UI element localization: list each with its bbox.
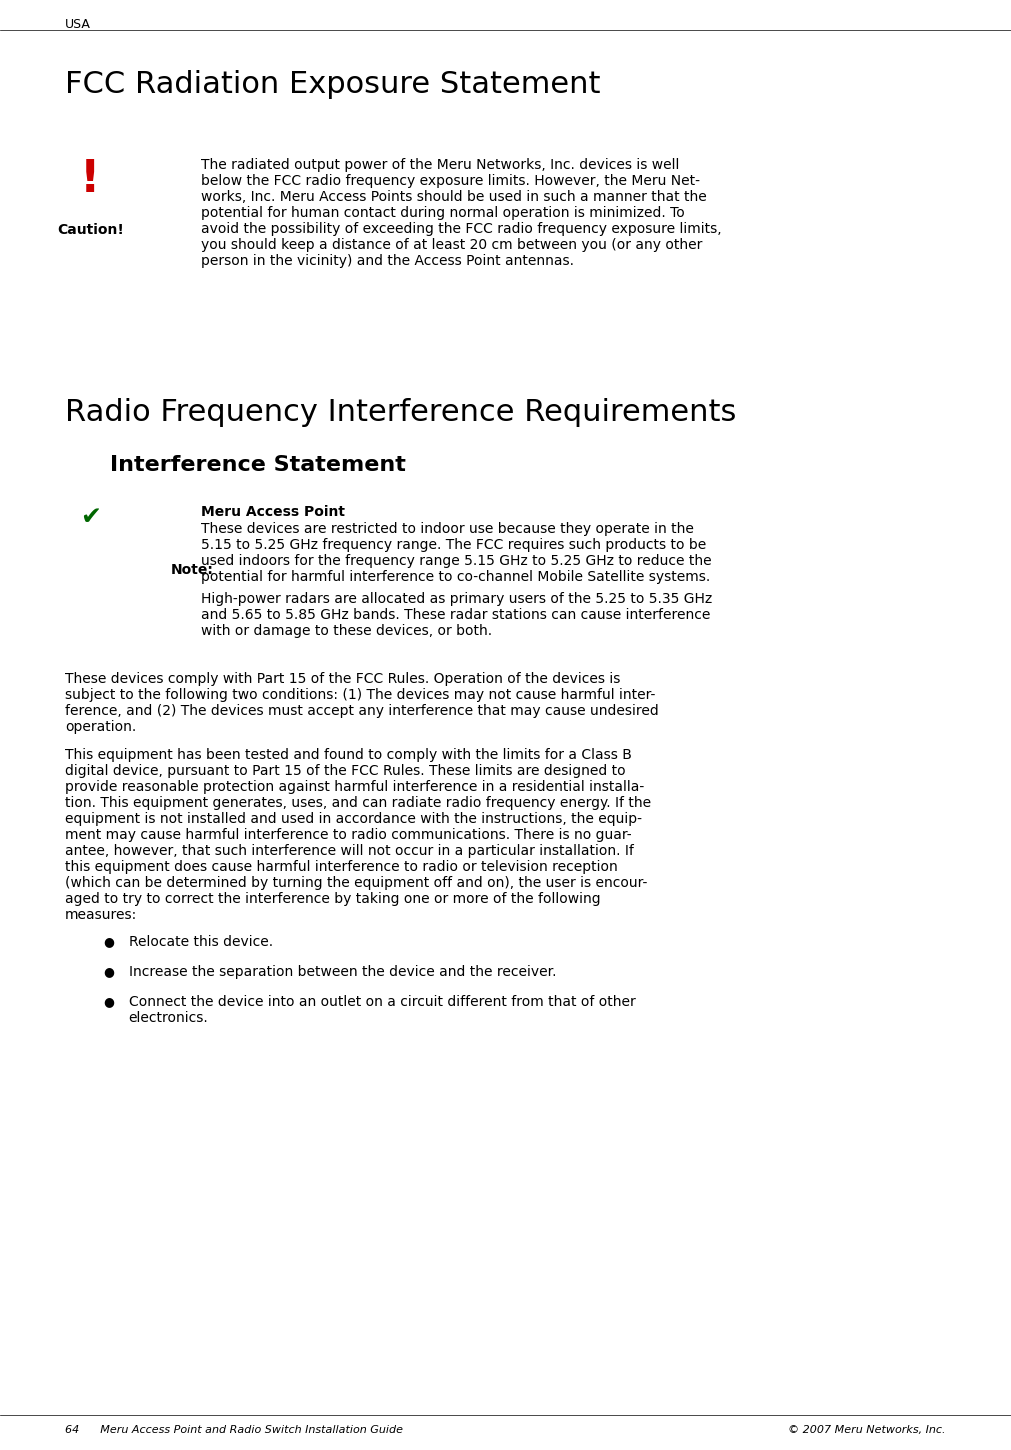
- Text: and 5.65 to 5.85 GHz bands. These radar stations can cause interference: and 5.65 to 5.85 GHz bands. These radar …: [201, 608, 711, 622]
- Text: This equipment has been tested and found to comply with the limits for a Class B: This equipment has been tested and found…: [65, 748, 632, 763]
- Text: with or damage to these devices, or both.: with or damage to these devices, or both…: [201, 624, 492, 638]
- Text: Note:: Note:: [171, 563, 214, 577]
- Text: High-power radars are allocated as primary users of the 5.25 to 5.35 GHz: High-power radars are allocated as prima…: [201, 592, 713, 606]
- Text: digital device, pursuant to Part 15 of the FCC Rules. These limits are designed : digital device, pursuant to Part 15 of t…: [65, 764, 626, 779]
- Text: equipment is not installed and used in accordance with the instructions, the equ: equipment is not installed and used in a…: [65, 812, 642, 826]
- Text: ●: ●: [103, 935, 114, 948]
- Text: These devices are restricted to indoor use because they operate in the: These devices are restricted to indoor u…: [201, 522, 695, 536]
- Text: antee, however, that such interference will not occur in a particular installati: antee, however, that such interference w…: [65, 844, 634, 858]
- Text: Meru Access Point: Meru Access Point: [201, 505, 346, 519]
- Text: Increase the separation between the device and the receiver.: Increase the separation between the devi…: [128, 966, 556, 979]
- Text: ●: ●: [103, 995, 114, 1008]
- Text: (which can be determined by turning the equipment off and on), the user is encou: (which can be determined by turning the …: [65, 876, 647, 890]
- Text: 64      Meru Access Point and Radio Switch Installation Guide: 64 Meru Access Point and Radio Switch In…: [65, 1425, 403, 1436]
- Text: USA: USA: [65, 17, 91, 30]
- Text: Relocate this device.: Relocate this device.: [128, 935, 273, 948]
- Text: measures:: measures:: [65, 908, 137, 922]
- Text: © 2007 Meru Networks, Inc.: © 2007 Meru Networks, Inc.: [789, 1425, 946, 1436]
- Text: ✔: ✔: [80, 505, 101, 529]
- Text: used indoors for the frequency range 5.15 GHz to 5.25 GHz to reduce the: used indoors for the frequency range 5.1…: [201, 554, 712, 568]
- Text: person in the vicinity) and the Access Point antennas.: person in the vicinity) and the Access P…: [201, 254, 574, 268]
- Text: potential for human contact during normal operation is minimized. To: potential for human contact during norma…: [201, 206, 685, 220]
- Text: potential for harmful interference to co-channel Mobile Satellite systems.: potential for harmful interference to co…: [201, 570, 711, 584]
- Text: this equipment does cause harmful interference to radio or television reception: this equipment does cause harmful interf…: [65, 860, 618, 874]
- Text: Interference Statement: Interference Statement: [110, 455, 406, 476]
- Text: FCC Radiation Exposure Statement: FCC Radiation Exposure Statement: [65, 70, 601, 99]
- Text: ●: ●: [103, 966, 114, 977]
- Text: tion. This equipment generates, uses, and can radiate radio frequency energy. If: tion. This equipment generates, uses, an…: [65, 796, 651, 811]
- Text: 5.15 to 5.25 GHz frequency range. The FCC requires such products to be: 5.15 to 5.25 GHz frequency range. The FC…: [201, 538, 707, 552]
- Text: The radiated output power of the Meru Networks, Inc. devices is well: The radiated output power of the Meru Ne…: [201, 158, 679, 173]
- Text: Radio Frequency Interference Requirements: Radio Frequency Interference Requirement…: [65, 397, 736, 426]
- Text: Caution!: Caution!: [57, 223, 123, 236]
- Text: ference, and (2) The devices must accept any interference that may cause undesir: ference, and (2) The devices must accept…: [65, 705, 659, 718]
- Text: These devices comply with Part 15 of the FCC Rules. Operation of the devices is: These devices comply with Part 15 of the…: [65, 671, 621, 686]
- Text: !: !: [80, 158, 100, 202]
- Text: aged to try to correct the interference by taking one or more of the following: aged to try to correct the interference …: [65, 892, 601, 906]
- Text: provide reasonable protection against harmful interference in a residential inst: provide reasonable protection against ha…: [65, 780, 644, 795]
- Text: avoid the possibility of exceeding the FCC radio frequency exposure limits,: avoid the possibility of exceeding the F…: [201, 222, 722, 236]
- Text: works, Inc. Meru Access Points should be used in such a manner that the: works, Inc. Meru Access Points should be…: [201, 190, 708, 204]
- Text: electronics.: electronics.: [128, 1011, 208, 1025]
- Text: Connect the device into an outlet on a circuit different from that of other: Connect the device into an outlet on a c…: [128, 995, 636, 1009]
- Text: below the FCC radio frequency exposure limits. However, the Meru Net-: below the FCC radio frequency exposure l…: [201, 174, 701, 188]
- Text: operation.: operation.: [65, 721, 136, 734]
- Text: you should keep a distance of at least 20 cm between you (or any other: you should keep a distance of at least 2…: [201, 238, 703, 252]
- Text: subject to the following two conditions: (1) The devices may not cause harmful i: subject to the following two conditions:…: [65, 687, 655, 702]
- Text: ment may cause harmful interference to radio communications. There is no guar-: ment may cause harmful interference to r…: [65, 828, 632, 842]
